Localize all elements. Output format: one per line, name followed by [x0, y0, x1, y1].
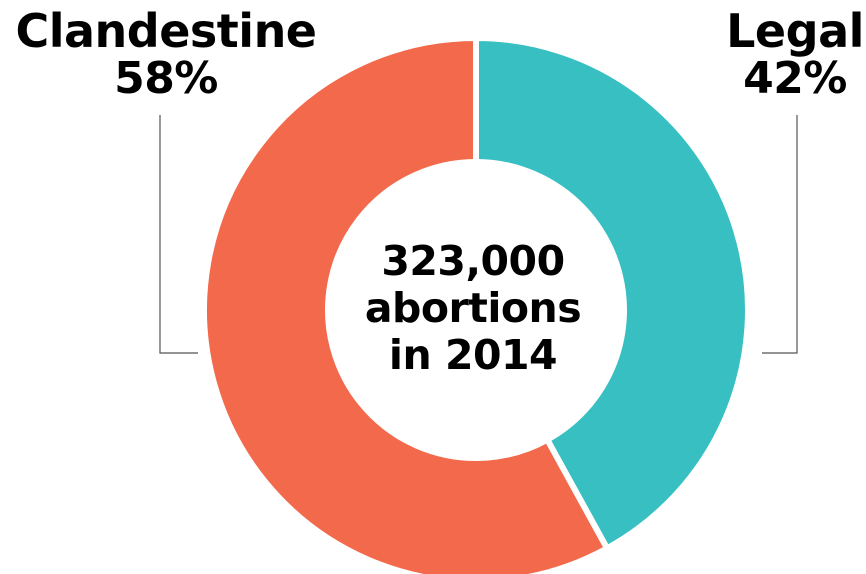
- slice-label-clandestine: Clandestine 58%: [4, 8, 328, 101]
- donut-slices: [201, 34, 751, 574]
- slice-name-legal: Legal: [726, 4, 864, 58]
- slice-legal: [473, 34, 751, 553]
- leader-line-clandestine: [159, 115, 198, 354]
- slice-name-clandestine: Clandestine: [15, 4, 317, 58]
- donut-center-label: 323,000 abortions in 2014: [323, 238, 623, 379]
- slice-label-legal: Legal 42%: [712, 8, 866, 101]
- center-label-line-1: 323,000: [381, 237, 565, 285]
- leader-line-legal: [762, 115, 798, 354]
- slice-percent-legal: 42%: [743, 53, 847, 104]
- slice-clandestine: [201, 34, 612, 574]
- slice-percent-clandestine: 58%: [114, 53, 218, 104]
- center-label-line-3: in 2014: [388, 331, 558, 379]
- center-label-line-2: abortions: [364, 284, 582, 332]
